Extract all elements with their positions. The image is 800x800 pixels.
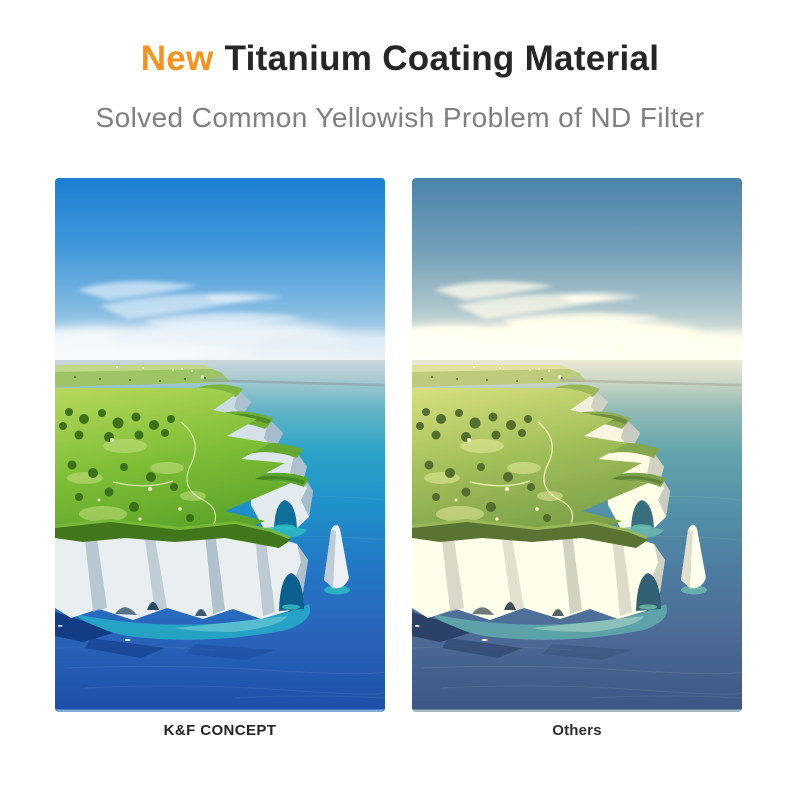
- caption-others: Others: [552, 722, 602, 739]
- caption-row: K&F CONCEPT Others: [55, 722, 742, 739]
- page-title: New Titanium Coating Material: [0, 39, 800, 79]
- etretat-cliffs-photo-yellowish: [412, 178, 742, 712]
- caption-kf-concept: K&F CONCEPT: [163, 722, 277, 739]
- title-highlight: New: [140, 39, 214, 78]
- title-text: Titanium Coating Material: [224, 39, 660, 78]
- comparison-row: [55, 178, 742, 712]
- photo-panel-kf-concept: [55, 178, 385, 712]
- etretat-cliffs-photo-neutral: [55, 178, 385, 712]
- header: New Titanium Coating Material Solved Comm…: [0, 39, 800, 134]
- page-subtitle: Solved Common Yellowish Problem of ND Fi…: [95, 101, 705, 133]
- photo-panel-others: [412, 178, 742, 712]
